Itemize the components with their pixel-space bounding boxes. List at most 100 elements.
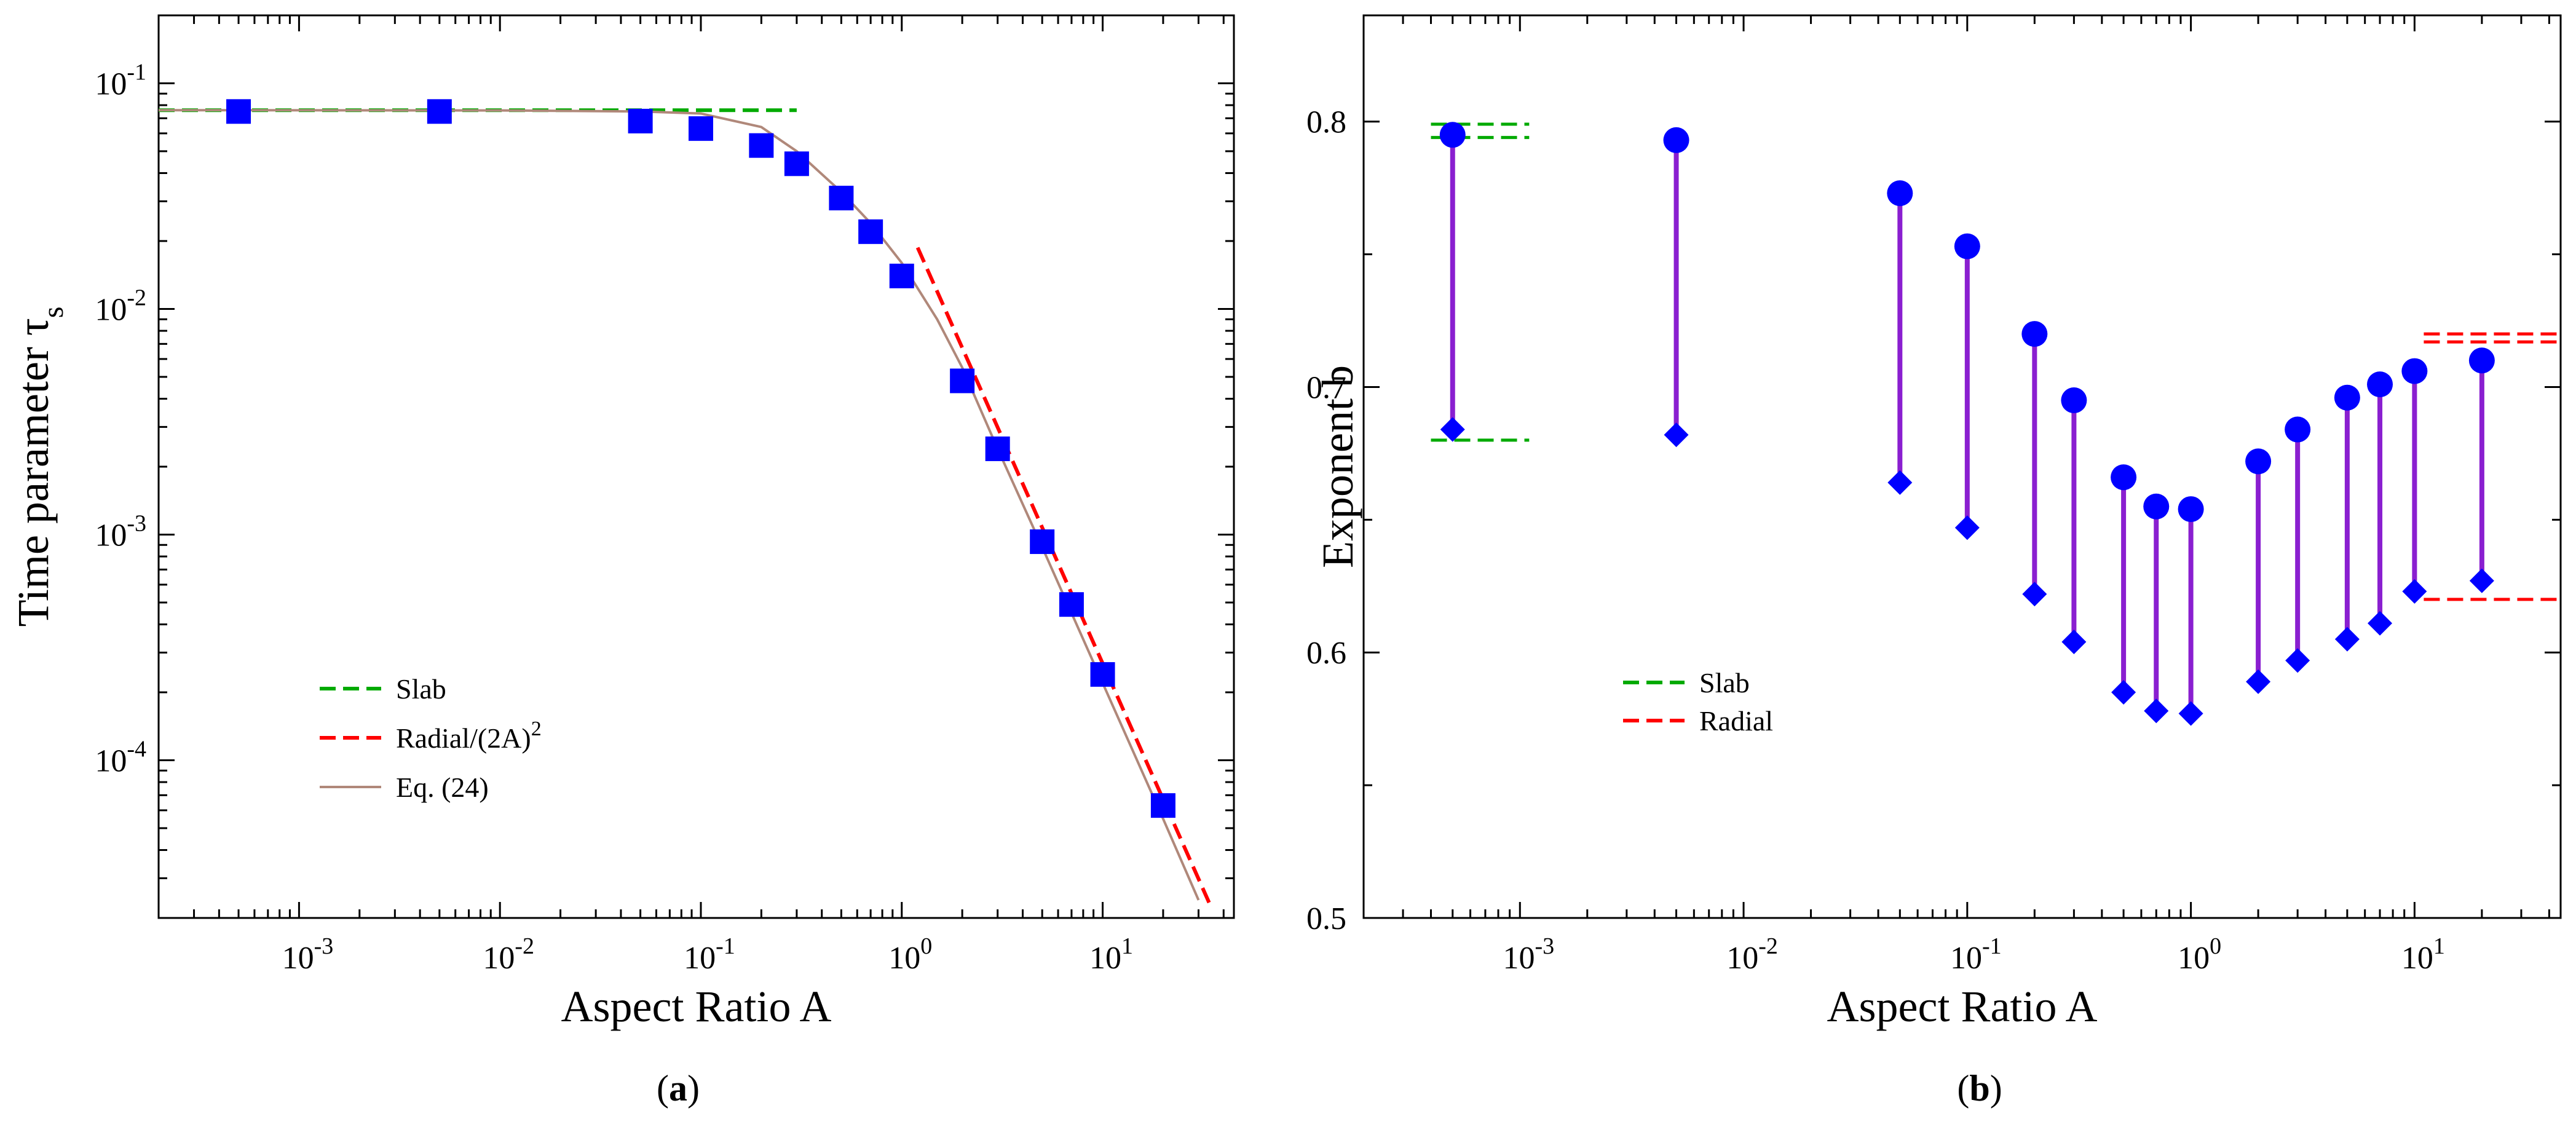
data-point-square bbox=[1030, 529, 1055, 555]
legend-label-text: Eq. (24) bbox=[396, 772, 489, 803]
x-tick-label: 10-2 bbox=[1726, 933, 1778, 976]
panel-label-letter: a bbox=[669, 1068, 687, 1109]
legend-label-text: Slab bbox=[396, 673, 446, 705]
y-axis-label: Time parameter τs bbox=[9, 307, 69, 627]
y-axis-label-main: Exponent b bbox=[1313, 365, 1362, 568]
y-tick-base: 10 bbox=[95, 292, 127, 327]
legend-label: Radial/(2A)2 bbox=[396, 718, 542, 754]
y-axis-label: Exponent b bbox=[1313, 365, 1362, 568]
x-tick-label: 10-1 bbox=[1950, 933, 2002, 976]
legend-label-superscript: 2 bbox=[531, 718, 542, 740]
data-point-diamond bbox=[1440, 417, 1465, 442]
data-point-circle bbox=[2367, 371, 2393, 398]
legend-label: Slab bbox=[396, 673, 446, 705]
data-point-diamond bbox=[2022, 582, 2047, 607]
data-point-square bbox=[985, 436, 1010, 461]
y-tick-label: 0.5 bbox=[1306, 901, 1346, 936]
data-point-diamond bbox=[1664, 422, 1689, 448]
data-point-square bbox=[226, 99, 251, 124]
data-point-circle bbox=[2245, 448, 2272, 475]
y-tick-exponent: -1 bbox=[127, 59, 146, 85]
x-tick-base: 10 bbox=[282, 941, 314, 976]
x-tick-exponent: 1 bbox=[2433, 933, 2445, 959]
x-tick-base: 10 bbox=[1726, 941, 1758, 976]
data-point-diamond bbox=[1887, 470, 1913, 495]
plot-frame bbox=[1362, 14, 2562, 919]
y-tick-base: 10 bbox=[95, 743, 127, 778]
x-tick-label: 10-1 bbox=[684, 933, 735, 976]
data-point-diamond bbox=[2402, 579, 2427, 604]
data-point-circle bbox=[1887, 180, 1913, 207]
plot-area bbox=[1431, 122, 2561, 726]
data-point-square bbox=[688, 116, 713, 141]
series-line-eq24 bbox=[159, 109, 1200, 901]
x-tick-base: 10 bbox=[1950, 941, 1982, 976]
panel-label-open: ( bbox=[1957, 1068, 1969, 1109]
y-tick-label: 0.8 bbox=[1306, 105, 1346, 140]
data-point-diamond bbox=[2285, 648, 2310, 673]
data-point-diamond bbox=[1954, 515, 1980, 540]
legend-label: Radial bbox=[1699, 705, 1773, 737]
data-point-square bbox=[858, 219, 883, 244]
y-tick-label: 10-1 bbox=[95, 59, 146, 101]
data-point-circle bbox=[1439, 122, 1466, 148]
data-point-square bbox=[1090, 662, 1115, 687]
data-point-square bbox=[829, 186, 854, 211]
x-tick-exponent: -3 bbox=[1535, 933, 1554, 959]
x-tick-exponent: -1 bbox=[716, 933, 735, 959]
y-tick-label: 0.6 bbox=[1306, 636, 1346, 671]
data-point-square bbox=[749, 133, 774, 158]
data-point-square bbox=[427, 99, 452, 124]
x-tick-label: 101 bbox=[1089, 933, 1133, 976]
data-point-diamond bbox=[2111, 680, 2136, 705]
data-point-circle bbox=[2178, 496, 2204, 523]
x-tick-base: 10 bbox=[2401, 941, 2433, 976]
plot-frame bbox=[157, 14, 1235, 919]
data-point-square bbox=[1150, 793, 1175, 818]
data-point-circle bbox=[2061, 387, 2087, 414]
legend-label-text: Slab bbox=[1699, 667, 1750, 698]
data-point-square bbox=[1059, 592, 1084, 617]
data-point-square bbox=[950, 368, 975, 393]
panel-label: (a) bbox=[657, 1068, 700, 1109]
x-tick-base: 10 bbox=[2178, 941, 2210, 976]
series-line-radial bbox=[915, 247, 1214, 910]
panel-label-close: ) bbox=[1990, 1068, 2002, 1109]
y-tick-label: 10-2 bbox=[95, 285, 146, 327]
legend-label: Slab bbox=[1699, 667, 1750, 698]
x-tick-base: 10 bbox=[1503, 941, 1535, 976]
data-point-diamond bbox=[2246, 669, 2271, 694]
data-point-diamond bbox=[2144, 698, 2169, 724]
panel-label-close: ) bbox=[687, 1068, 700, 1109]
legend-label-text: Radial/(2A) bbox=[396, 722, 531, 754]
plot-area bbox=[159, 99, 1214, 910]
x-tick-label: 101 bbox=[2401, 933, 2445, 976]
x-tick-base: 10 bbox=[483, 941, 515, 976]
data-point-circle bbox=[2143, 493, 2170, 520]
x-tick-exponent: 0 bbox=[920, 933, 932, 959]
data-point-diamond bbox=[2469, 568, 2494, 593]
data-point-circle bbox=[2021, 321, 2048, 347]
x-tick-exponent: 0 bbox=[2210, 933, 2221, 959]
y-tick-label: 0.7 bbox=[1306, 370, 1346, 405]
y-tick-label: 10-3 bbox=[95, 510, 146, 553]
data-point-circle bbox=[2334, 384, 2360, 411]
data-point-circle bbox=[2401, 358, 2428, 384]
data-point-square bbox=[784, 151, 809, 176]
x-tick-base: 10 bbox=[888, 941, 920, 976]
data-point-diamond bbox=[2178, 701, 2203, 726]
legend: Slab Radial/(2A)2 Eq. (24) bbox=[320, 673, 542, 803]
data-point-square bbox=[889, 263, 914, 288]
panel-label-letter: b bbox=[1969, 1068, 1989, 1109]
x-axis-label: Aspect Ratio A bbox=[1827, 982, 2098, 1031]
data-point-diamond bbox=[2334, 627, 2360, 652]
legend-label-text: Radial bbox=[1699, 705, 1773, 737]
x-tick-label: 10-2 bbox=[483, 933, 534, 976]
data-point-square bbox=[628, 108, 653, 133]
data-point-diamond bbox=[2368, 611, 2393, 636]
x-tick-label: 10-3 bbox=[282, 933, 334, 976]
data-point-circle bbox=[2111, 464, 2137, 491]
y-axis-label-main: Time parameter τ bbox=[9, 318, 58, 627]
x-tick-exponent: -1 bbox=[1982, 933, 2002, 959]
